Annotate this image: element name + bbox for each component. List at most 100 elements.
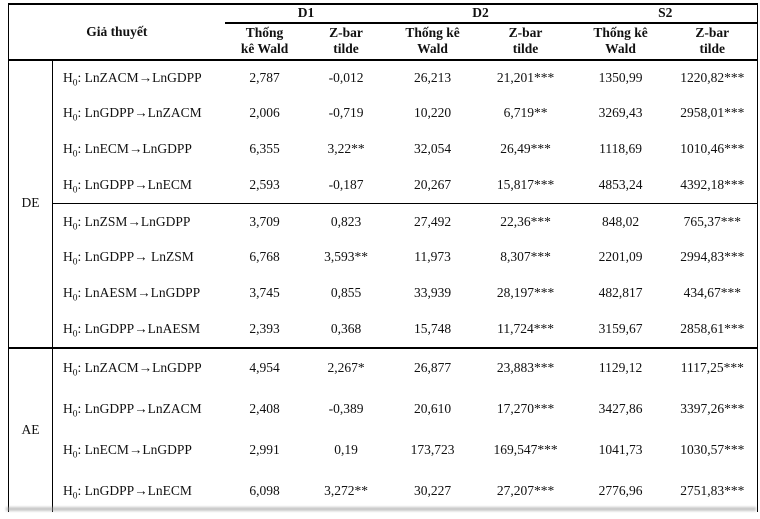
value-cell: 6,768	[249, 249, 280, 265]
column-group-d1: D1	[224, 4, 388, 24]
value-cell: 2,006	[249, 105, 280, 121]
hypothesis-cell: H0: LnECM→LnGDPP	[63, 441, 192, 461]
value-cell: 2,267*	[304, 346, 388, 389]
value-cell: 21,201***	[496, 69, 555, 85]
value-cell: 30,227	[413, 482, 452, 498]
value-cell: 27,492	[387, 203, 478, 240]
value-cell: 8,307***	[500, 249, 551, 265]
value-cell: 2958,01***	[680, 105, 745, 121]
value-cell: 26,877	[387, 346, 478, 389]
value-cell: 23,883***	[477, 346, 574, 389]
value-cell: 3,709	[224, 203, 305, 240]
value-cell: 3269,43	[598, 105, 643, 121]
value-cell: 169,547***	[493, 441, 558, 457]
table-row: H0: LnGDPP→LnECM 6,098 3,272** 30,227 27,207…	[9, 471, 758, 512]
hypothesis-cell: H0: LnGDPP→ LnZSM	[63, 249, 194, 269]
value-cell: 848,02	[573, 203, 668, 240]
value-cell: 15,817***	[496, 177, 555, 193]
value-cell: 2751,83***	[680, 482, 745, 498]
value-cell: 4392,18***	[680, 177, 745, 193]
value-cell: 1118,69	[599, 141, 642, 157]
hypothesis-cell: H0: LnAESM→LnGDPP	[63, 285, 201, 305]
table-body: DE H0: LnZACM→LnGDPP 2,787 -0,012 26,213 21,2…	[8, 59, 758, 512]
group-header-row: Giả thuyết D1 D2 S2	[8, 4, 758, 61]
value-cell: 1220,82***	[680, 69, 745, 85]
value-cell: 0,19	[334, 441, 358, 457]
sub-header-row: Thống kê Wald Z-bar tilde Thống kê Wald …	[9, 22, 758, 61]
value-cell: 6,355	[249, 141, 280, 157]
subheader-wald-d2: Thống kê Wald	[387, 22, 478, 61]
column-group-d2: D2	[387, 4, 574, 24]
value-cell: 4853,24	[598, 177, 643, 193]
table-header: Giả thuyết D1 D2 S2 Thống kê Wald Z-bar …	[8, 4, 758, 61]
value-cell: -0,012	[328, 69, 364, 85]
value-cell: 11,973	[414, 249, 451, 265]
table-row: H0: LnECM→LnGDPP 2,991 0,19 173,723 169,547*…	[9, 430, 758, 471]
value-cell: 434,67***	[683, 285, 741, 301]
value-cell: 2,593	[249, 177, 280, 193]
value-cell: 0,823	[304, 203, 388, 240]
value-cell: 3397,26***	[680, 400, 745, 416]
value-cell: 3,593**	[324, 249, 368, 265]
value-cell: 3427,86	[598, 400, 643, 416]
table-row: H0: LnGDPP→LnECM 2,593 -0,187 20,267 15,817*…	[9, 168, 758, 204]
subheader-zbar-d2: Z-bar tilde	[477, 22, 574, 61]
value-cell: 4,954	[224, 346, 305, 389]
value-cell: 11,724***	[497, 320, 554, 336]
hypothesis-column-header: Giả thuyết	[8, 4, 225, 61]
value-cell: 20,267	[413, 177, 452, 193]
value-cell: 1041,73	[598, 441, 643, 457]
hypothesis-cell: H0: LnGDPP→LnAESM	[63, 320, 201, 340]
value-cell: 2,393	[249, 320, 280, 336]
value-cell: 3159,67	[598, 320, 643, 336]
value-cell: 1030,57***	[680, 441, 745, 457]
value-cell: 26,49***	[500, 141, 551, 157]
table-row: H0: LnGDPP→LnZACM 2,408 -0,389 20,610 17,270…	[9, 389, 758, 430]
table-row: H0: LnGDPP→LnZACM 2,006 -0,719 10,220 6,719*…	[9, 96, 758, 132]
value-cell: 27,207***	[496, 482, 555, 498]
section-label: AE	[8, 346, 53, 512]
subheader-zbar-s2: Z-bar tilde	[667, 22, 758, 61]
value-cell: 15,748	[413, 320, 452, 336]
cropped-bottom-rule	[6, 507, 756, 511]
table-row: H0: LnGDPP→LnAESM 2,393 0,368 15,748 11,724*…	[9, 312, 758, 348]
value-cell: 32,054	[413, 141, 452, 157]
value-cell: 2776,96	[598, 482, 643, 498]
section-label: DE	[8, 59, 53, 348]
value-cell: 3,745	[249, 285, 280, 301]
value-cell: 2994,83***	[680, 249, 745, 265]
value-cell: 28,197***	[496, 285, 555, 301]
hypothesis-cell: H0: LnECM→LnGDPP	[63, 141, 192, 161]
hypothesis-cell: H0: LnZSM→LnGDPP	[52, 203, 225, 240]
hypothesis-cell: H0: LnGDPP→LnECM	[63, 482, 192, 502]
table-row: H0: LnGDPP→ LnZSM 6,768 3,593** 11,973 8,307…	[9, 240, 758, 276]
value-cell: 26,213	[413, 69, 452, 85]
value-cell: -0,187	[328, 177, 364, 193]
value-cell: 22,36***	[477, 203, 574, 240]
subheader-wald-s2: Thống kê Wald	[573, 22, 668, 61]
value-cell: 482,817	[598, 285, 643, 301]
subheader-zbar-d1: Z-bar tilde	[304, 22, 388, 61]
value-cell: 1350,99	[598, 69, 643, 85]
value-cell: 2,408	[249, 400, 280, 416]
value-cell: 3,272**	[324, 482, 368, 498]
value-cell: 20,610	[413, 400, 452, 416]
value-cell: 1117,25***	[667, 346, 758, 389]
value-cell: -0,719	[328, 105, 364, 121]
table-row: H0: LnECM→LnGDPP 6,355 3,22** 32,054 26,49**…	[9, 132, 758, 168]
value-cell: 10,220	[413, 105, 452, 121]
value-cell: 2858,61***	[680, 320, 745, 336]
table-row: DE H0: LnZACM→LnGDPP 2,787 -0,012 26,213 21,2…	[8, 59, 758, 348]
value-cell: 2201,09	[598, 249, 643, 265]
value-cell: 173,723	[410, 441, 455, 457]
value-cell: 2,787	[249, 69, 280, 85]
value-cell: 6,098	[249, 482, 280, 498]
hypothesis-cell: H0: LnZACM→LnGDPP	[63, 69, 202, 89]
value-cell: 0,855	[330, 285, 362, 301]
value-cell: 6,719**	[503, 105, 548, 121]
hypothesis-cell: H0: LnZACM→LnGDPP	[52, 346, 225, 389]
value-cell: 1129,12	[573, 346, 668, 389]
table-row: H0: LnZSM→LnGDPP 3,709 0,823 27,492 22,36***…	[9, 203, 758, 240]
granger-causality-table: Giả thuyết D1 D2 S2 Thống kê Wald Z-bar …	[8, 3, 759, 512]
